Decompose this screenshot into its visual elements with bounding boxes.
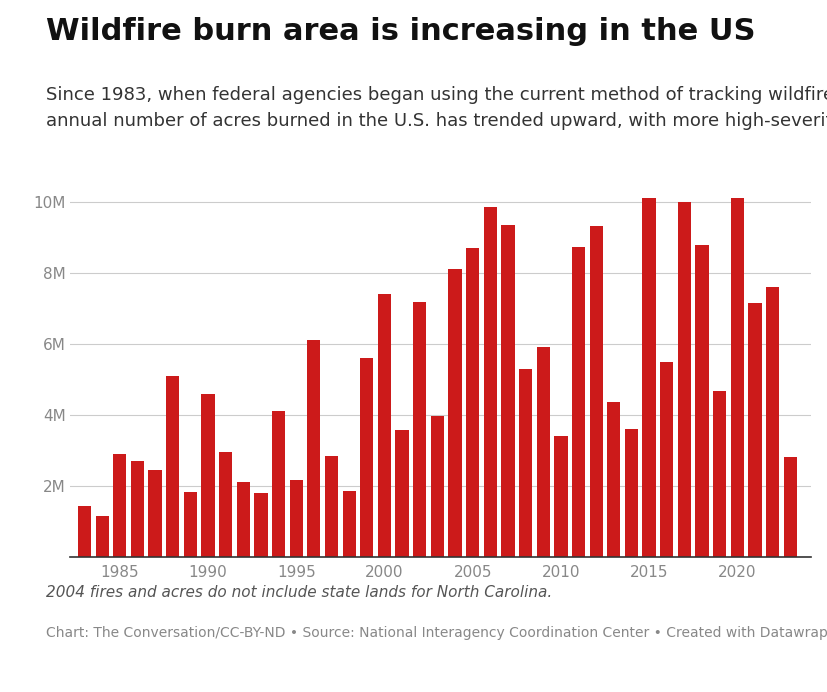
Bar — [342, 491, 356, 557]
Bar — [536, 347, 549, 557]
Bar — [430, 417, 443, 557]
Bar — [78, 506, 91, 557]
Bar — [113, 454, 127, 557]
Bar — [395, 430, 409, 557]
Bar — [377, 294, 390, 557]
Text: Wildfire burn area is increasing in the US: Wildfire burn area is increasing in the … — [45, 17, 754, 46]
Bar — [730, 198, 743, 557]
Bar — [448, 269, 461, 557]
Bar — [589, 226, 602, 557]
Bar — [782, 457, 796, 557]
Bar — [765, 287, 778, 557]
Text: Chart: The Conversation/CC-BY-ND • Source: National Interagency Coordination Cen: Chart: The Conversation/CC-BY-ND • Sourc… — [45, 626, 827, 640]
Bar — [413, 302, 426, 557]
Text: 2004 fires and acres do not include state lands for North Carolina.: 2004 fires and acres do not include stat… — [45, 585, 551, 600]
Bar — [553, 435, 566, 557]
Bar — [148, 470, 161, 557]
Bar — [677, 201, 691, 557]
Bar — [659, 362, 672, 557]
Bar — [712, 391, 725, 557]
Bar — [466, 248, 479, 557]
Bar — [571, 248, 585, 557]
Bar — [201, 394, 214, 557]
Bar — [624, 429, 638, 557]
Bar — [254, 493, 267, 557]
Bar — [131, 461, 144, 557]
Bar — [289, 480, 303, 557]
Bar — [360, 358, 373, 557]
Bar — [695, 246, 708, 557]
Bar — [95, 516, 108, 557]
Bar — [748, 303, 761, 557]
Bar — [642, 198, 655, 557]
Bar — [184, 492, 197, 557]
Bar — [307, 340, 320, 557]
Bar — [519, 369, 532, 557]
Bar — [324, 456, 337, 557]
Bar — [500, 226, 514, 557]
Bar — [271, 411, 284, 557]
Bar — [483, 207, 496, 557]
Text: Since 1983, when federal agencies began using the current method of tracking wil: Since 1983, when federal agencies began … — [45, 86, 827, 129]
Bar — [219, 452, 232, 557]
Bar — [166, 376, 179, 557]
Bar — [606, 403, 619, 557]
Bar — [237, 482, 250, 557]
